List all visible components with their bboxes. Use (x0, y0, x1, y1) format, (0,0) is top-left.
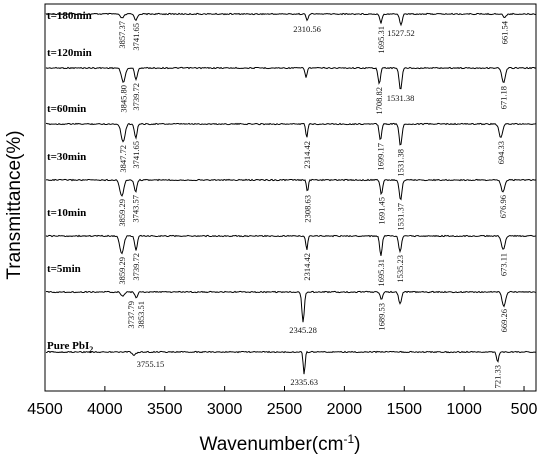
x-tick-label: 500 (511, 401, 538, 418)
peak-annotation: 694.33 (496, 141, 506, 164)
spectrum-line (45, 290, 537, 323)
peak-annotation: 3859.29 (117, 199, 127, 227)
x-tick-label: 4500 (27, 401, 63, 418)
x-tick-label: 2000 (327, 401, 363, 418)
peak-annotation: 3741.65 (131, 141, 141, 169)
spectrum-line (45, 12, 537, 27)
peak-annotation: 3743.57 (131, 195, 141, 223)
x-axis-ticks: 4500 4000 3500 3000 2500 2000 1500 1000 500 (27, 386, 537, 418)
peak-annotation: 673.11 (498, 253, 508, 276)
peak-annotation: 1535.23 (395, 255, 405, 283)
series-label: Pure PbI2 (47, 340, 93, 354)
plot-frame (44, 3, 537, 392)
spectrum-line (45, 234, 537, 256)
series-label: t=30min (47, 151, 86, 163)
x-tick-label: 4000 (87, 401, 123, 418)
peak-annotation: 3737.79 (126, 301, 136, 329)
x-axis-title: Wavenumber(cm-1) (200, 432, 361, 455)
peak-annotation: 3755.15 (137, 359, 165, 369)
peak-annotation: 3845.80 (118, 85, 128, 113)
peak-annotation: 1689.53 (377, 303, 387, 331)
peak-annotation: 2308.63 (302, 195, 312, 223)
peak-annotation: 669.26 (499, 309, 509, 332)
peak-annotation: 1531.38 (387, 93, 415, 103)
peak-annotation: 2314.42 (302, 253, 312, 281)
peak-annotation: 676.96 (498, 195, 508, 218)
peak-annotation: 1527.52 (387, 28, 415, 38)
peak-annotation: 2310.56 (293, 24, 321, 34)
y-axis-title: Transmittance(%) (4, 130, 25, 279)
peak-annotation: 661.54 (500, 20, 510, 44)
series-label: t=5min (47, 263, 81, 275)
peak-annotation: 3857.37 (117, 21, 127, 49)
peak-annotation: 1691.45 (376, 197, 386, 225)
peak-annotation: 1708.82 (374, 87, 384, 115)
spectrum-line (45, 178, 537, 201)
peak-annotation: 2314.42 (302, 141, 312, 169)
peak-annotation: 2335.63 (290, 377, 318, 387)
peak-annotation: 1695.31 (376, 26, 386, 54)
series-label: t=60min (47, 103, 86, 115)
x-tick-label: 3000 (207, 401, 243, 418)
peak-annotation: 1699.17 (375, 143, 385, 171)
peak-annotation: 3741.65 (131, 23, 141, 51)
spectrum-line (45, 122, 537, 146)
peak-annotation: 3739.72 (131, 253, 141, 281)
x-tick-label: 1000 (446, 401, 482, 418)
x-tick-label: 2500 (267, 401, 303, 418)
peak-annotation: 3739.72 (131, 83, 141, 111)
x-tick-label: 3500 (147, 401, 183, 418)
peak-annotation: 3853.51 (136, 301, 146, 329)
peak-annotation: 1695.31 (376, 259, 386, 287)
series-label: t=180min (47, 10, 92, 22)
spectrum-line (45, 350, 537, 375)
peak-annotation: 721.33 (493, 365, 503, 388)
peak-annotation: 1531.38 (396, 149, 406, 177)
peak-annotation: 3859.29 (117, 257, 127, 285)
peak-annotation: 2345.28 (289, 325, 317, 335)
series-label: t=120min (47, 47, 92, 59)
peak-annotation: 671.18 (499, 86, 509, 109)
peak-annotation: 1531.37 (396, 203, 406, 231)
peak-annotation: 3847.72 (118, 145, 128, 173)
series-label: t=10min (47, 207, 86, 219)
x-tick-label: 1500 (386, 401, 422, 418)
spectrum-line (45, 66, 537, 90)
